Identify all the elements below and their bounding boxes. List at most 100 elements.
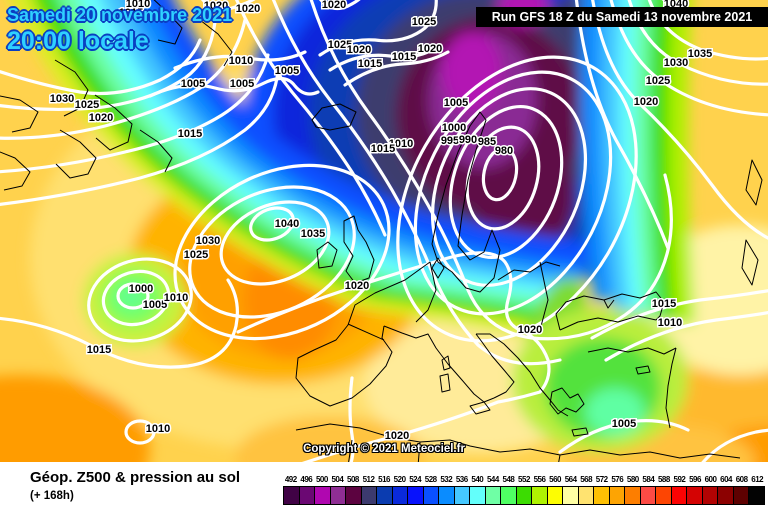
legend-value: 564	[564, 475, 577, 484]
legend-value: 520	[393, 475, 406, 484]
legend-value: 588	[657, 475, 670, 484]
isobar-label: 1025	[412, 16, 436, 28]
isobar-label-halo: 1035	[688, 48, 712, 60]
legend-value: 572	[595, 475, 608, 484]
legend-value: 584	[642, 475, 655, 484]
isobar-label-halo: 1005	[181, 78, 205, 90]
isobar-label-halo: 1020	[347, 44, 371, 56]
isobar-label: 1015	[178, 128, 202, 140]
isobar-label: 1010	[229, 55, 253, 67]
isobar-label: 1005	[275, 65, 299, 77]
isobar-label-halo: 980	[495, 145, 513, 157]
legend-cell	[748, 486, 765, 505]
isobar-label: 1010	[146, 423, 170, 435]
legend-value: 604	[720, 475, 733, 484]
legend-cell	[376, 486, 393, 505]
isobar-label-halo: 1030	[664, 57, 688, 69]
legend-value: 568	[580, 475, 593, 484]
isobar-label: 1040	[664, 0, 688, 10]
isobar-label-halo: 1020	[345, 280, 369, 292]
legend-cell	[562, 486, 579, 505]
legend-cell	[717, 486, 734, 505]
isobar-label: 1015	[652, 298, 676, 310]
isobar-label: 1020	[518, 324, 542, 336]
isobar-label-halo: 1015	[371, 143, 395, 155]
isobar-label-halo: 1005	[143, 299, 167, 311]
legend-value: 552	[518, 475, 530, 484]
isobar-label: 1005	[230, 78, 254, 90]
copyright-label: Copyright © 2021 Meteociel.fr	[303, 443, 465, 455]
legend-cell	[624, 486, 641, 505]
isobar-label: 980	[495, 145, 513, 157]
legend-value: 600	[704, 475, 717, 484]
isobar-label-halo: 1040	[275, 218, 299, 230]
geopotential-legend: 492 496 500 504 508 512 516 520 524 528 532 536 540 5…	[283, 475, 765, 505]
isobar-label-halo: 1020	[634, 96, 658, 108]
isobar-label: 1005	[181, 78, 205, 90]
legend-cell	[639, 486, 657, 505]
legend-value: 608	[735, 475, 748, 484]
isobar-label-halo: 1005	[230, 78, 254, 90]
legend-cell	[531, 486, 548, 505]
isobar-label: 1035	[301, 228, 325, 240]
isobar-label: 1020	[347, 44, 371, 56]
isobar-label-halo: 1015	[87, 344, 111, 356]
isobar-label: 985	[478, 136, 496, 148]
isobar-label: 1030	[664, 57, 688, 69]
isobar-label-halo: 1025	[328, 39, 352, 51]
isobar-label: 1040	[275, 218, 299, 230]
legend-value: 596	[689, 475, 701, 484]
isobar-label-halo: 985	[478, 136, 496, 148]
isobar-label: 1005	[444, 97, 468, 109]
isobar-label-halo: 1030	[50, 93, 74, 105]
legend-scale-values: 492 496 500 504 508 512 516 520 524 528 532 536 540 5…	[283, 475, 765, 484]
forecast-offset-label: (+ 168h)	[30, 490, 74, 502]
legend-cell	[577, 486, 595, 505]
legend-value: 504	[331, 475, 344, 484]
isobar-label-halo: 1020	[322, 0, 346, 11]
isobar-label: 1030	[196, 235, 220, 247]
isobar-label-halo: 1020	[236, 3, 260, 15]
legend-cell	[329, 486, 347, 505]
isobar-label-halo: 1000	[129, 283, 153, 295]
legend-value: 592	[673, 475, 686, 484]
isobar-label: 1025	[328, 39, 352, 51]
legend-value: 536	[455, 475, 468, 484]
legend-value: 496	[300, 475, 313, 484]
isobar-label: 1035	[688, 48, 712, 60]
isobar-label-halo: 1030	[196, 235, 220, 247]
isobar-label: 1010	[164, 292, 188, 304]
isobar-label: 1025	[184, 249, 208, 261]
legend-cell	[515, 486, 533, 505]
isobar-label: 1020	[385, 430, 409, 442]
run-info-bar: Run GFS 18 Z du Samedi 13 novembre 2021	[476, 7, 768, 27]
isobar-label: 1020	[322, 0, 346, 11]
legend-cell	[391, 486, 409, 505]
legend-value: 512	[362, 475, 375, 484]
legend-cell	[407, 486, 424, 505]
legend-cell	[546, 486, 564, 505]
legend-value: 576	[611, 475, 624, 484]
legend-value: 548	[502, 475, 515, 484]
legend-cell	[655, 486, 672, 505]
isobar-label-halo: 1005	[275, 65, 299, 77]
isobar-label-halo: 990	[459, 134, 477, 146]
legend-value: 580	[626, 475, 639, 484]
isobar-label: 1015	[371, 143, 395, 155]
legend-cell	[484, 486, 502, 505]
isobar-label: 1025	[75, 99, 99, 111]
legend-cell	[686, 486, 703, 505]
isobar-label: 1015	[358, 58, 382, 70]
isobar-label: 1005	[143, 299, 167, 311]
legend-cell	[283, 486, 300, 505]
forecast-time-label: 20:00 locale	[7, 27, 149, 55]
isobar-label: 1020	[236, 3, 260, 15]
isobar-label-halo: 1010	[126, 0, 150, 10]
legend-cell	[438, 486, 455, 505]
legend-cell	[701, 486, 719, 505]
run-info-text: Run GFS 18 Z du Samedi 13 novembre 2021	[491, 10, 753, 24]
isobar-label: 990	[459, 134, 477, 146]
isobar-label-halo: 1025	[646, 75, 670, 87]
